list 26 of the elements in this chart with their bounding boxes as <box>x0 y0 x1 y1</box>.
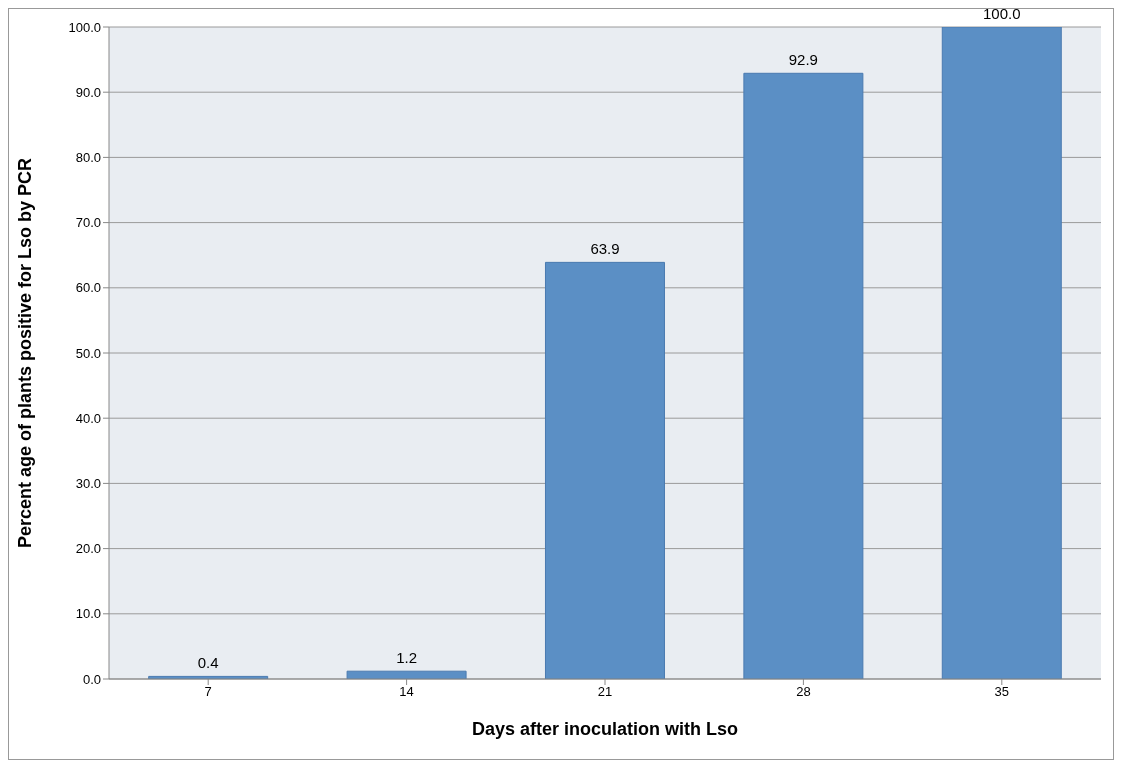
x-tick-label: 21 <box>597 684 613 700</box>
data-label: 100.0 <box>983 5 1021 22</box>
x-tick-label: 35 <box>994 684 1010 700</box>
y-tick-label: 80.0 <box>75 150 101 166</box>
y-tick-label: 20.0 <box>75 541 101 557</box>
bar <box>544 261 665 679</box>
y-tick-label: 40.0 <box>75 410 101 426</box>
y-tick-label: 70.0 <box>75 215 101 231</box>
bar <box>941 27 1062 679</box>
y-tick-label: 50.0 <box>75 345 101 361</box>
data-label: 92.9 <box>788 51 818 69</box>
x-tick-label: 28 <box>796 684 811 700</box>
y-axis-title: Percent age of plants positive for Lso by PCR <box>15 157 36 549</box>
y-tick-label: 10.0 <box>75 606 101 622</box>
y-tick-label: 30.0 <box>75 476 101 492</box>
y-tick-label: 90.0 <box>75 84 101 100</box>
y-tick-label: 100.0 <box>68 19 101 35</box>
data-label: 63.9 <box>590 240 620 258</box>
x-axis-title: Days after inoculation with Lso <box>471 719 739 739</box>
bar <box>743 72 864 679</box>
x-tick-label: 7 <box>204 684 212 700</box>
x-tick-label: 14 <box>399 684 414 700</box>
data-label: 1.2 <box>396 649 418 667</box>
y-tick-label: 0.0 <box>82 671 101 687</box>
y-tick-label: 60.0 <box>75 280 101 296</box>
data-label: 0.4 <box>197 654 219 672</box>
